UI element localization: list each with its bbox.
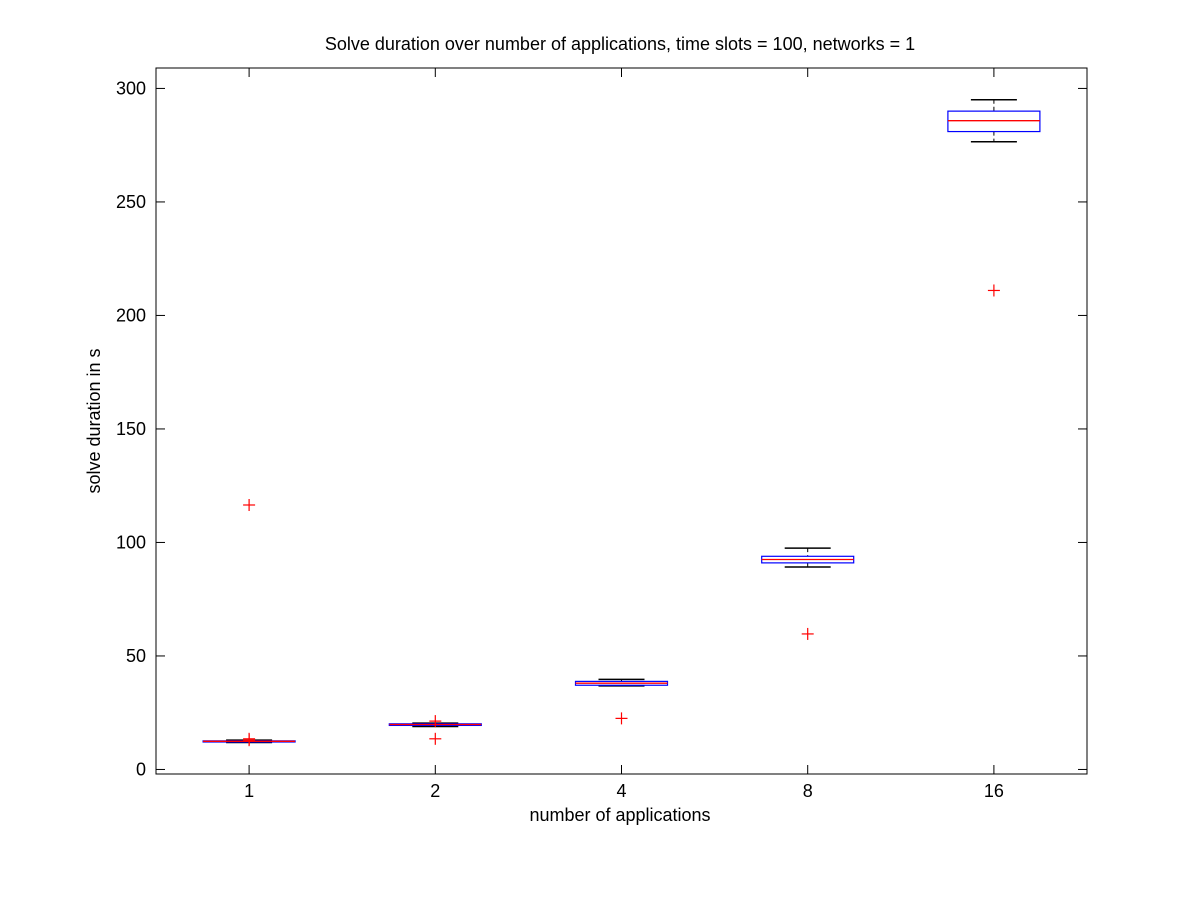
outlier-marker [243,498,256,511]
x-tick-label: 16 [984,781,1004,801]
x-axis-label: number of applications [529,805,710,825]
y-tick-label: 150 [116,419,146,439]
y-axis-label: solve duration in s [84,348,104,493]
x-tick-label: 8 [803,781,813,801]
outlier-marker [801,627,814,640]
y-tick-label: 0 [136,759,146,779]
outlier-marker [429,715,442,728]
y-tick-label: 50 [126,646,146,666]
y-tick-label: 100 [116,532,146,552]
x-tick-label: 1 [244,781,254,801]
outlier-marker [987,284,1000,297]
chart-title: Solve duration over number of applicatio… [325,34,915,54]
plot-area: 0 50 100 150 200 250 300 1 2 4 8 16 [116,67,1088,801]
outlier-marker [429,732,442,745]
x-tick-label: 2 [430,781,440,801]
outlier-marker [243,734,256,747]
outlier-marker [615,712,628,725]
y-tick-label: 300 [116,78,146,98]
y-tick-label: 200 [116,305,146,325]
box-iqr [947,110,1041,133]
x-tick-label: 4 [616,781,626,801]
y-tick-label: 250 [116,192,146,212]
